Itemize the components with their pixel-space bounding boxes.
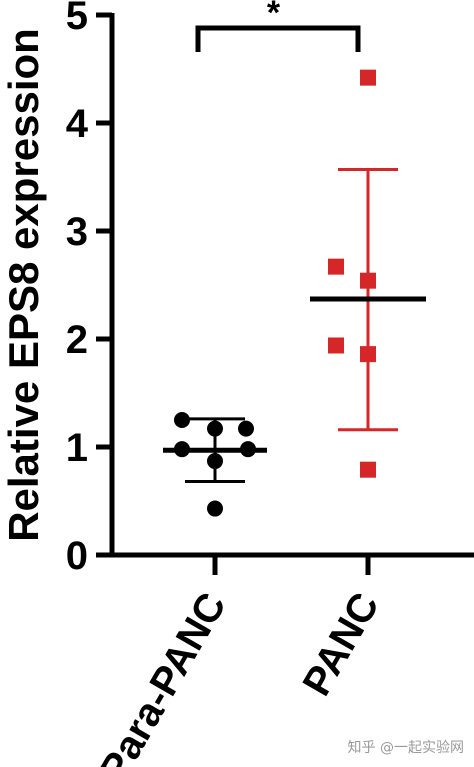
- y-tick-label: 4: [66, 102, 89, 146]
- data-point: [328, 258, 344, 275]
- data-point: [207, 500, 223, 517]
- significance-label: *: [267, 0, 281, 32]
- data-point: [238, 420, 254, 437]
- series-panc: [310, 69, 426, 478]
- data-point: [360, 346, 376, 363]
- data-point: [360, 461, 376, 478]
- data-point: [174, 412, 190, 428]
- significance: *: [195, 0, 361, 52]
- y-ticks: 0 1 2 3 4 5: [66, 0, 112, 578]
- watermark: 知乎 @一起实验网: [348, 739, 464, 756]
- x-category-label: PANC: [295, 586, 388, 704]
- data-point: [360, 69, 376, 86]
- series-para-panc: [163, 412, 267, 517]
- data-point: [360, 272, 376, 289]
- x-category-label: Para-PANC: [91, 586, 234, 767]
- significance-bracket: [195, 25, 361, 52]
- y-tick-label: 3: [66, 210, 88, 254]
- y-tick-label: 2: [66, 318, 88, 362]
- y-tick-label: 5: [66, 0, 88, 38]
- data-point: [207, 453, 223, 470]
- axes: [109, 13, 474, 558]
- series-layer: [163, 69, 426, 517]
- y-tick-label: 1: [66, 426, 88, 470]
- data-point: [328, 337, 344, 354]
- y-axis-title: Relative EPS8 expression: [0, 28, 47, 542]
- x-ticks: Para-PANC PANC: [91, 555, 388, 767]
- y-tick-label: 0: [66, 534, 88, 578]
- data-point: [207, 420, 223, 437]
